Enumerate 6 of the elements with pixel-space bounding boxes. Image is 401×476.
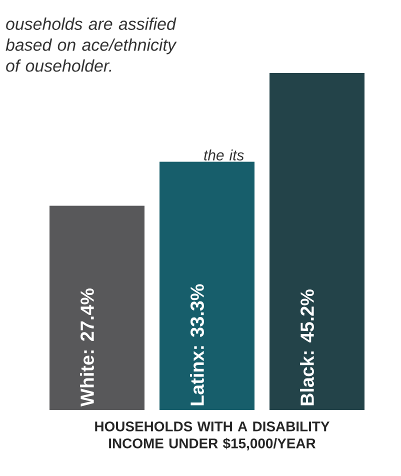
data-label: White: 27.4% bbox=[80, 288, 94, 406]
data-label: Black: 45.2% bbox=[300, 290, 314, 406]
text: ouseholds are assified based on ace/ethnicity of ouseholder. bbox=[6, 18, 177, 72]
text: HOUSEHOLDS WITH A DISABILITY INCOME UNDER $15,000/YEAR bbox=[95, 422, 330, 450]
annotation: the its bbox=[204, 150, 244, 160]
data-label: Latinx: 33.3% bbox=[190, 284, 204, 406]
